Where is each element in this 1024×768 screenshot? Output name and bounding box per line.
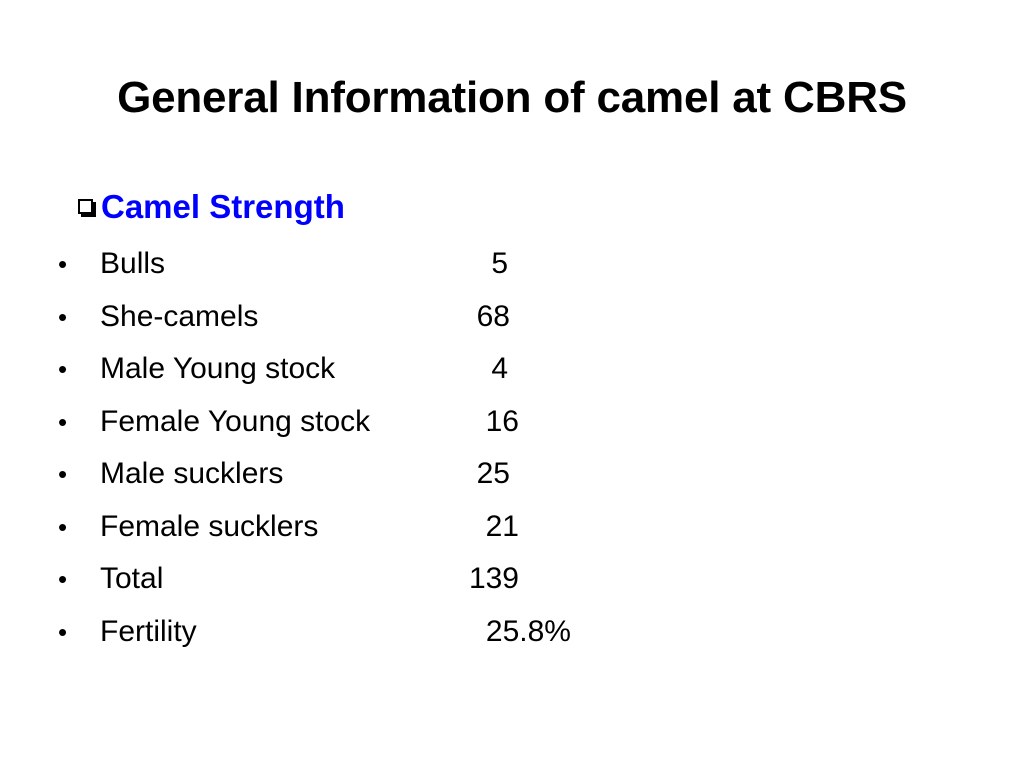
bullet-icon: •	[58, 459, 68, 489]
checkbox-icon	[78, 198, 97, 218]
item-label: Bulls	[100, 247, 166, 280]
bullet-icon: •	[58, 564, 68, 594]
item-value: 21	[485, 509, 519, 543]
item-value: 25.8%	[485, 614, 571, 648]
item-value: 25	[476, 457, 510, 490]
section-heading-label: Camel Strength	[101, 188, 345, 225]
bullet-icon: •	[58, 301, 68, 332]
slide-title: General Information of camel at CBRS	[117, 73, 907, 122]
bullet-icon: •	[58, 406, 68, 437]
item-label: Total	[100, 562, 164, 595]
bullet-icon: •	[58, 249, 68, 279]
item-label: Male sucklers	[100, 457, 284, 490]
section-heading: Camel Strength	[78, 184, 345, 230]
item-label: Fertility	[100, 614, 197, 648]
item-label: Female sucklers	[100, 509, 319, 543]
item-label: Female Young stock	[100, 404, 371, 438]
item-value: 4	[491, 352, 508, 385]
item-value: 16	[485, 404, 519, 438]
bullet-icon: •	[58, 616, 68, 647]
item-label: She-camels	[100, 299, 259, 333]
item-value: 139	[468, 562, 519, 595]
bullet-icon: •	[58, 511, 68, 542]
bullet-icon: •	[58, 354, 68, 384]
item-label: Male Young stock	[100, 352, 336, 385]
item-value: 5	[491, 247, 508, 280]
item-value: 68	[476, 299, 510, 333]
